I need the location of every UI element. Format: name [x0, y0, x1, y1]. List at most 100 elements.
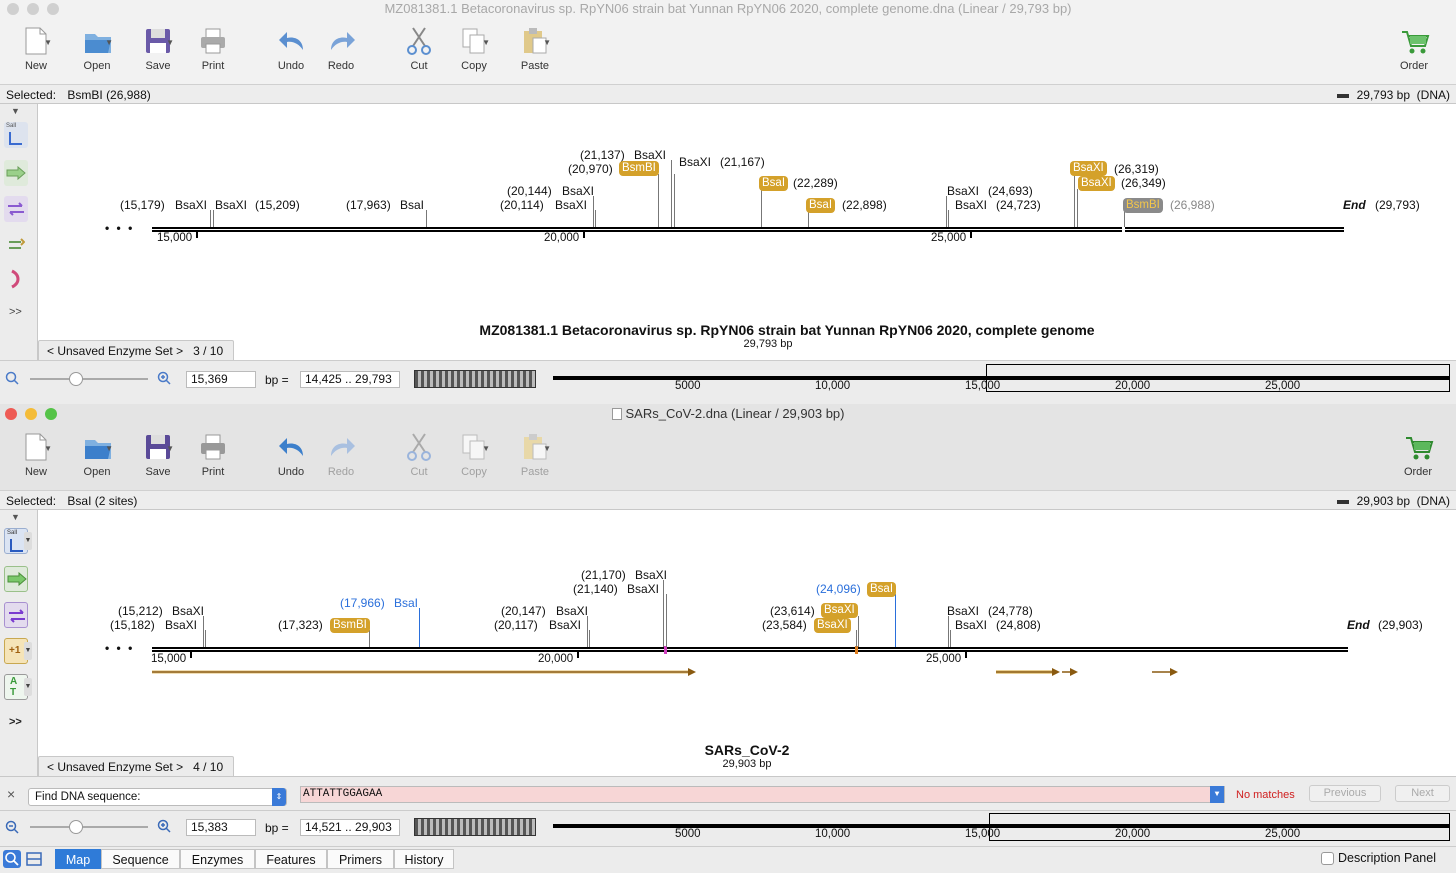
zoom-slider-track[interactable] — [30, 826, 148, 828]
site-enzyme[interactable]: BsaXI — [634, 148, 667, 162]
orf-arrow[interactable] — [152, 668, 696, 676]
zoom-out-icon[interactable] — [5, 820, 19, 834]
site-enzyme[interactable]: BsaXI — [947, 184, 980, 198]
site-enzyme[interactable]: BsaXI — [172, 604, 205, 618]
open-button[interactable]: ▼ Open — [72, 26, 122, 72]
site-enzyme[interactable]: BsaXI — [549, 618, 582, 632]
split-view-button[interactable] — [25, 850, 43, 868]
scroll-thumb-control[interactable] — [414, 370, 536, 388]
order-button[interactable]: Order — [1389, 26, 1439, 72]
zoom-window-button[interactable] — [45, 408, 57, 420]
print-button[interactable]: Print — [188, 432, 238, 478]
enzyme-tool-dropdown[interactable]: ▼ — [24, 532, 32, 550]
minimize-window-button[interactable] — [25, 408, 37, 420]
circular-tool-button[interactable] — [4, 266, 28, 292]
map-view[interactable]: ▼ SalI ▼ +1 ▼ A T ▼ >> • • • 15,000 20,0… — [0, 510, 1456, 776]
find-previous-button[interactable]: Previous — [1309, 785, 1381, 802]
site-enzyme[interactable]: BsaXI — [175, 198, 208, 212]
scroll-thumb-control[interactable] — [414, 818, 536, 836]
site-enzyme[interactable]: BsaXI — [215, 198, 248, 212]
find-type-select[interactable]: Find DNA sequence: ⇕ — [28, 788, 287, 806]
undo-button[interactable]: Undo — [266, 26, 316, 72]
zoom-slider-track[interactable] — [30, 378, 148, 380]
enzyme-set-selector[interactable]: < Unsaved Enzyme Set > 4 / 10 — [38, 756, 234, 776]
save-button[interactable]: ▼ Save — [133, 26, 183, 72]
site-enzyme[interactable]: BsaXI — [947, 604, 980, 618]
more-tools-button[interactable]: >> — [9, 716, 22, 728]
zoom-slider-thumb[interactable] — [69, 820, 83, 834]
zoom-in-icon[interactable] — [157, 371, 171, 385]
tab-map[interactable]: Map — [55, 849, 101, 869]
minimize-window-button[interactable] — [27, 3, 39, 15]
tab-features[interactable]: Features — [255, 849, 327, 869]
cut-button[interactable]: Cut — [394, 432, 444, 478]
collapse-arrow-icon[interactable]: ▼ — [11, 106, 20, 116]
site-enzyme[interactable]: BsaXI — [165, 618, 198, 632]
overview-viewport[interactable] — [989, 813, 1450, 841]
chevron-down-icon[interactable]: ▼ — [1210, 786, 1224, 803]
find-next-button[interactable]: Next — [1395, 785, 1450, 802]
site-enzyme-badge[interactable]: BsaXI — [814, 618, 851, 633]
site-enzyme[interactable]: BsaXI — [555, 198, 588, 212]
copy-button[interactable]: ▼ Copy — [449, 432, 499, 478]
zoom-out-icon[interactable] — [5, 371, 19, 385]
more-tools-button[interactable]: >> — [9, 306, 22, 318]
close-window-button[interactable] — [7, 3, 19, 15]
tab-primers[interactable]: Primers — [327, 849, 394, 869]
zoom-bp-field[interactable]: 15,383 — [186, 819, 256, 836]
paste-button[interactable]: ▼ Paste — [510, 26, 560, 72]
site-enzyme-badge[interactable]: BsaI — [867, 582, 897, 597]
new-button[interactable]: ▼ New — [11, 26, 61, 72]
zoom-slider-thumb[interactable] — [69, 372, 83, 386]
site-enzyme-badge-selected[interactable]: BsmBI — [1123, 198, 1163, 213]
site-enzyme-badge[interactable]: BsmBI — [619, 161, 659, 176]
paste-button[interactable]: ▼ Paste — [510, 432, 560, 478]
orientation-tool-button[interactable] — [4, 232, 28, 258]
site-enzyme-badge[interactable]: BsaXI — [821, 603, 858, 618]
feature-tool-button[interactable] — [4, 160, 28, 186]
reading-frame-dropdown[interactable]: ▼ — [24, 642, 32, 660]
new-button[interactable]: ▼ New — [11, 432, 61, 478]
site-enzyme[interactable]: BsaXI — [679, 155, 712, 169]
description-panel-checkbox[interactable] — [1321, 852, 1334, 865]
find-sequence-input[interactable]: ATTATTGGAGAA ▼ — [300, 786, 1225, 803]
zoom-bp-field[interactable]: 15,369 — [186, 371, 256, 388]
site-enzyme-badge[interactable]: BsaI — [759, 176, 789, 191]
orf-arrow[interactable] — [1152, 668, 1178, 676]
primer-tool-button[interactable] — [4, 602, 28, 628]
site-enzyme-badge[interactable]: BsaXI — [1078, 176, 1115, 191]
primer-tool-button[interactable] — [4, 196, 28, 222]
close-find-button[interactable]: × — [7, 786, 16, 802]
print-button[interactable]: Print — [188, 26, 238, 72]
redo-button[interactable]: Redo — [316, 432, 366, 478]
site-enzyme[interactable]: BsaXI — [955, 198, 988, 212]
site-enzyme[interactable]: BsaI — [394, 596, 419, 610]
visible-range-field[interactable]: 14,521 .. 29,903 — [300, 819, 400, 836]
tab-enzymes[interactable]: Enzymes — [180, 849, 255, 869]
site-enzyme[interactable]: BsaXI — [955, 618, 988, 632]
open-button[interactable]: ▼ Open — [72, 432, 122, 478]
save-button[interactable]: ▼ Save — [133, 432, 183, 478]
tab-sequence[interactable]: Sequence — [101, 849, 180, 869]
cut-button[interactable]: Cut — [394, 26, 444, 72]
orf-arrow[interactable] — [1062, 668, 1078, 676]
site-enzyme[interactable]: BsaI — [400, 198, 425, 212]
overview-viewport[interactable] — [986, 364, 1450, 392]
collapse-arrow-icon[interactable]: ▼ — [11, 512, 20, 522]
map-view[interactable]: ▼ SalI >> • • • 15,000 20,000 25,000 — [0, 104, 1456, 360]
feature-tool-button[interactable] — [4, 566, 28, 592]
tab-history[interactable]: History — [394, 849, 454, 869]
site-enzyme[interactable]: BsaXI — [635, 568, 668, 582]
undo-button[interactable]: Undo — [266, 432, 316, 478]
site-enzyme[interactable]: BsaXI — [562, 184, 595, 198]
sequence-view-dropdown[interactable]: ▼ — [24, 678, 32, 696]
site-enzyme[interactable]: BsaXI — [627, 582, 660, 596]
copy-button[interactable]: ▼ Copy — [449, 26, 499, 72]
redo-button[interactable]: Redo — [316, 26, 366, 72]
visible-range-field[interactable]: 14,425 .. 29,793 — [300, 371, 400, 388]
order-button[interactable]: Order — [1393, 432, 1443, 478]
site-enzyme-badge[interactable]: BsmBI — [330, 618, 370, 633]
enzyme-set-selector[interactable]: < Unsaved Enzyme Set > 3 / 10 — [38, 340, 234, 360]
site-enzyme-badge[interactable]: BsaI — [806, 198, 836, 213]
enzyme-tool-button[interactable]: SalI — [4, 122, 28, 148]
